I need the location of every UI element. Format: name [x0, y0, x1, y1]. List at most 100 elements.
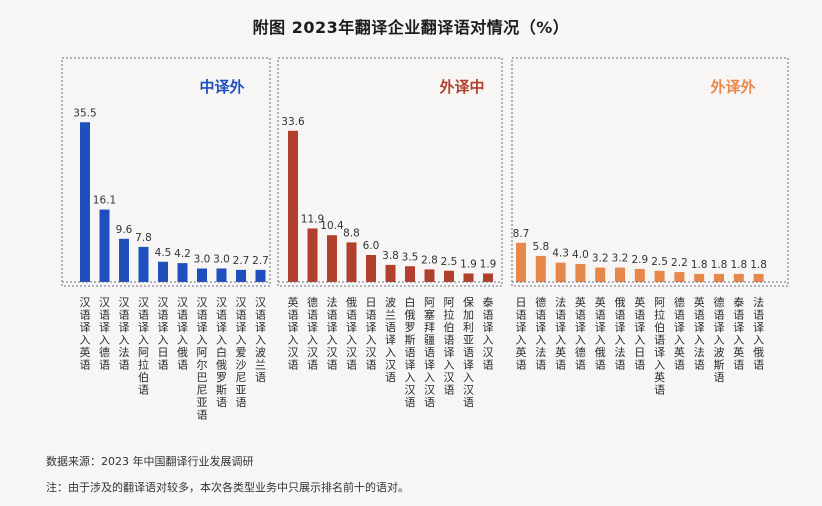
bar — [99, 209, 110, 282]
category-label: 阿拉伯语译入英语 — [654, 296, 665, 397]
data-label: 2.9 — [631, 254, 648, 266]
data-label: 3.2 — [592, 253, 609, 265]
bar — [405, 266, 415, 282]
footnote: 注：由于涉及的翻译语对较多，本次各类型业务中只展示排名前十的语对。 — [46, 481, 409, 494]
data-label: 11.9 — [301, 213, 324, 225]
panel-frame — [511, 57, 789, 287]
data-label: 4.0 — [572, 249, 589, 261]
data-label: 2.5 — [441, 256, 458, 268]
category-label: 法语译入俄语 — [753, 295, 764, 372]
data-label: 9.6 — [116, 224, 133, 236]
data-label: 1.8 — [730, 259, 747, 271]
category-label: 俄语译入汉语 — [346, 296, 357, 372]
data-label: 1.9 — [460, 258, 477, 270]
data-label: 5.8 — [532, 241, 549, 253]
data-label: 6.0 — [363, 240, 380, 252]
bar — [535, 255, 546, 282]
category-label: 波兰语译入汉语 — [385, 296, 396, 384]
category-label: 白俄罗斯语译入汉语 — [405, 295, 416, 409]
bar — [366, 255, 376, 282]
bar — [634, 268, 645, 282]
category-label: 汉语译入俄语 — [177, 296, 188, 372]
bar — [714, 273, 724, 282]
data-label: 1.8 — [691, 259, 708, 271]
chart-title: 附图 2023年翻译企业翻译语对情况（%） — [252, 18, 570, 37]
panel-frame — [61, 57, 271, 287]
data-label: 3.5 — [402, 251, 419, 263]
bar — [463, 273, 474, 282]
data-label: 1.8 — [711, 259, 728, 271]
data-label: 1.8 — [750, 259, 767, 271]
data-label: 10.4 — [320, 220, 344, 232]
category-label: 法语译入英语 — [555, 295, 566, 372]
bar — [288, 130, 298, 282]
category-label: 汉语译入爱沙尼亚语 — [236, 296, 247, 409]
category-label: 汉语译入日语 — [158, 296, 169, 372]
bar — [615, 267, 625, 282]
category-label: 汉语译入英语 — [80, 296, 91, 372]
bar — [138, 246, 149, 282]
bar — [177, 263, 188, 282]
bar — [694, 273, 705, 282]
category-label: 汉语译入波兰语 — [255, 296, 266, 384]
data-label: 1.9 — [480, 258, 497, 270]
category-label: 德语译入法语 — [535, 295, 546, 372]
bar — [575, 264, 586, 282]
category-label: 汉语译入德语 — [99, 296, 110, 372]
bar — [216, 268, 227, 282]
bar — [346, 242, 357, 282]
data-label: 2.7 — [252, 255, 269, 267]
category-label: 汉语译入法语 — [119, 296, 130, 372]
category-label: 汉语译入白俄罗斯语 — [216, 296, 227, 409]
category-label: 俄语译入法语 — [615, 296, 626, 372]
category-label: 保加利亚语译入汉语 — [463, 295, 474, 409]
category-label: 法语译入汉语 — [327, 295, 338, 372]
bar — [483, 273, 493, 282]
data-label: 2.8 — [421, 254, 438, 266]
bar — [307, 228, 318, 282]
category-label: 汉语译入阿尔巴尼亚语 — [197, 296, 208, 422]
panel-title: 中译外 — [199, 78, 244, 96]
bar — [158, 261, 168, 282]
bar — [555, 262, 566, 282]
bar — [197, 268, 207, 282]
data-label: 3.2 — [612, 253, 629, 265]
category-label: 英语译入法语 — [694, 295, 705, 372]
category-label: 德语译入波斯语 — [714, 295, 725, 384]
data-label: 7.8 — [135, 232, 152, 244]
bar — [444, 270, 454, 282]
data-label: 2.7 — [233, 255, 250, 267]
bar — [753, 273, 764, 282]
bar — [385, 264, 396, 282]
data-label: 33.6 — [281, 116, 305, 128]
data-label: 4.2 — [174, 248, 191, 260]
category-label: 汉语译入阿拉伯语 — [138, 296, 149, 397]
data-label: 35.5 — [73, 107, 96, 119]
bar — [255, 269, 266, 282]
data-label: 2.2 — [671, 257, 688, 269]
bar — [674, 272, 685, 282]
bar — [80, 122, 90, 282]
panel-title: 外译外 — [709, 78, 755, 96]
category-label: 日语译入汉语 — [366, 296, 377, 372]
category-label: 英语译入汉语 — [288, 295, 299, 372]
data-label: 16.1 — [93, 195, 116, 207]
category-label: 德语译入汉语 — [307, 295, 318, 372]
panel-title: 外译中 — [438, 78, 484, 96]
bar — [119, 238, 129, 282]
bar — [733, 273, 744, 282]
panel-frame — [277, 57, 503, 287]
category-label: 德语译入英语 — [674, 295, 685, 372]
bar — [327, 235, 337, 282]
category-label: 阿拉伯语译入汉语 — [444, 296, 455, 397]
category-label: 英语译入德语 — [575, 295, 586, 372]
data-label: 8.8 — [343, 227, 360, 239]
bar — [236, 269, 246, 282]
bar — [424, 269, 435, 282]
data-source: 数据来源：2023 年中国翻译行业发展调研 — [46, 455, 254, 468]
category-label: 英语译入俄语 — [595, 295, 606, 372]
bar — [595, 267, 606, 282]
data-label: 3.8 — [382, 250, 399, 262]
data-label: 4.5 — [155, 247, 172, 259]
